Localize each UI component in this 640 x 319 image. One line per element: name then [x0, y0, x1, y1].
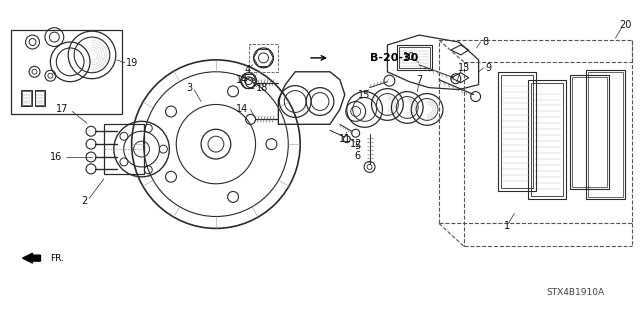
- Text: 8: 8: [483, 37, 488, 47]
- Bar: [20, 90, 31, 107]
- Text: 7: 7: [416, 75, 422, 85]
- Text: 14: 14: [236, 104, 248, 115]
- Text: 2: 2: [81, 196, 87, 206]
- Bar: [439, 40, 632, 223]
- Text: 17: 17: [56, 104, 68, 115]
- Text: 15: 15: [358, 90, 371, 100]
- Text: 6: 6: [355, 151, 361, 161]
- FancyArrow shape: [22, 253, 40, 263]
- Bar: [586, 70, 625, 199]
- Text: 9: 9: [486, 63, 492, 73]
- Bar: [570, 75, 609, 189]
- Text: 3: 3: [186, 83, 192, 93]
- Text: STX4B1910A: STX4B1910A: [547, 288, 605, 297]
- Text: FR.: FR.: [51, 254, 64, 263]
- Bar: [104, 124, 143, 174]
- Bar: [499, 72, 536, 191]
- Text: 13: 13: [458, 63, 470, 73]
- Bar: [588, 72, 623, 197]
- Text: 4: 4: [244, 65, 251, 75]
- Text: 11: 11: [339, 134, 351, 144]
- Bar: [501, 75, 533, 188]
- Bar: [22, 91, 31, 106]
- Bar: [248, 44, 278, 72]
- Bar: [531, 83, 563, 196]
- Bar: [572, 77, 607, 187]
- Text: 12: 12: [349, 139, 362, 149]
- Bar: [399, 47, 430, 68]
- Text: B-20-30: B-20-30: [369, 53, 418, 63]
- Text: 20: 20: [619, 20, 632, 30]
- Text: 10: 10: [403, 52, 415, 62]
- Text: 19: 19: [125, 58, 138, 68]
- Text: 1: 1: [504, 221, 511, 231]
- Text: 14: 14: [236, 75, 248, 85]
- Bar: [11, 30, 122, 115]
- Bar: [35, 91, 44, 106]
- Text: 18: 18: [257, 83, 269, 93]
- Bar: [35, 90, 45, 107]
- Bar: [528, 80, 566, 199]
- Text: 16: 16: [50, 152, 63, 162]
- Bar: [397, 45, 432, 70]
- Text: 5: 5: [355, 141, 361, 151]
